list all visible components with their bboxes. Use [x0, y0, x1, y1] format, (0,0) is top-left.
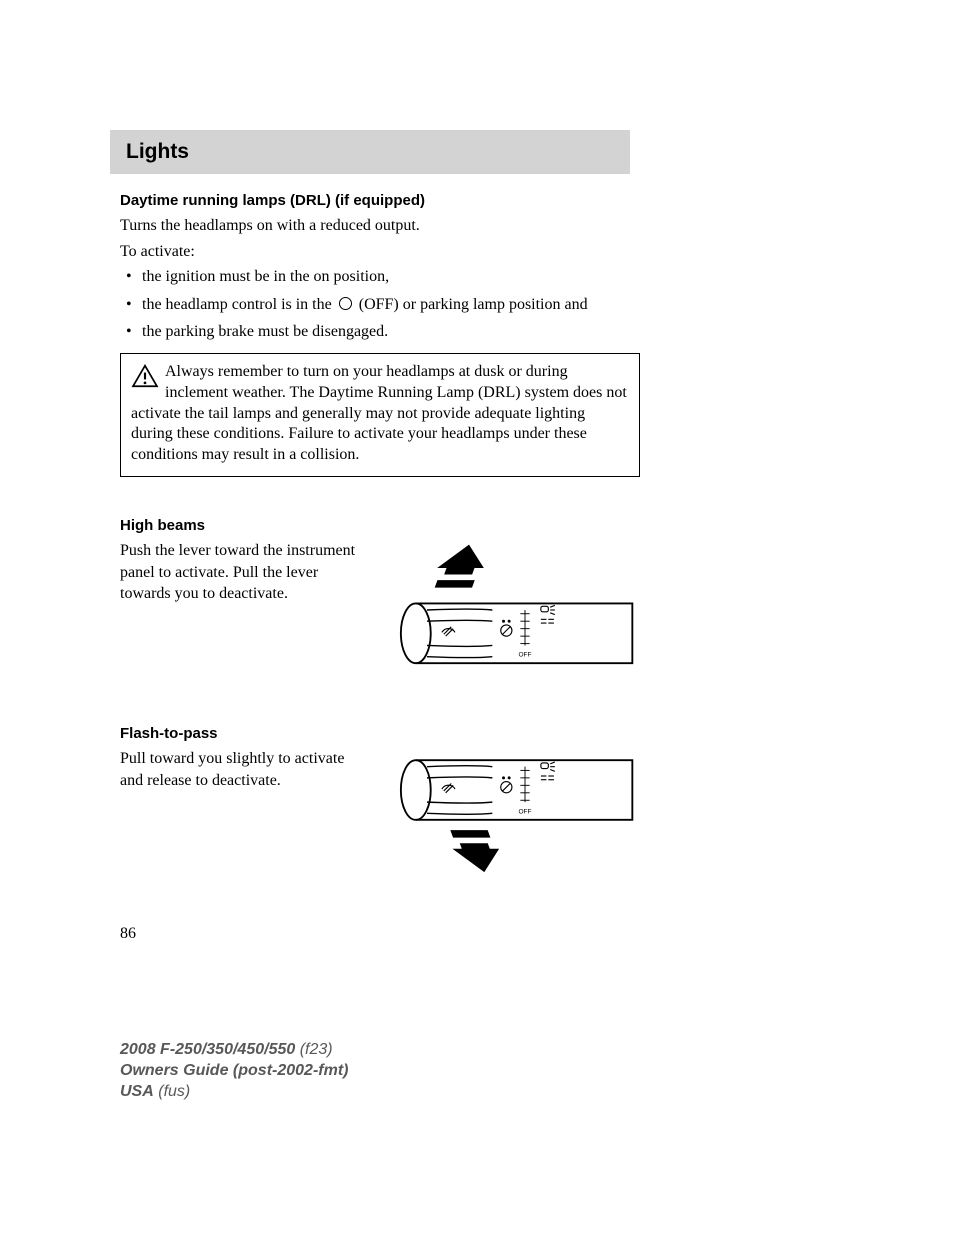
drl-bullet-2: the headlamp control is in the (OFF) or … [124, 294, 640, 316]
flash-to-pass-heading: Flash-to-pass [120, 725, 640, 742]
footer-code2: (fus) [158, 1083, 190, 1100]
drl-bullet-3: the parking brake must be disengaged. [124, 321, 640, 343]
high-beams-illustration: OFF [386, 540, 640, 685]
footer-line-1: 2008 F-250/350/450/550 (f23) [120, 1040, 348, 1061]
footer-model: 2008 F-250/350/450/550 [120, 1041, 295, 1058]
footer-line-3: USA (fus) [120, 1082, 348, 1103]
flash-to-pass-row: Pull toward you slightly to activate and… [120, 748, 640, 893]
lever-pull-icon: OFF [386, 748, 636, 888]
drl-section: Daytime running lamps (DRL) (if equipped… [120, 192, 640, 477]
flash-to-pass-illustration: OFF [386, 748, 640, 893]
high-beams-section: High beams Push the lever toward the ins… [120, 517, 640, 685]
section-title: Lights [126, 140, 614, 164]
drl-bullet-3-text: the parking brake must be disengaged. [142, 323, 388, 340]
page-content: Lights Daytime running lamps (DRL) (if e… [120, 130, 640, 933]
drl-to-activate: To activate: [120, 241, 640, 263]
high-beams-row: Push the lever toward the instrument pan… [120, 540, 640, 685]
footer-code1: (f23) [300, 1041, 333, 1058]
flash-to-pass-text: Pull toward you slightly to activate and… [120, 748, 370, 791]
drl-bullet-list: the ignition must be in the on position,… [120, 266, 640, 343]
high-beams-text: Push the lever toward the instrument pan… [120, 540, 370, 605]
warning-text: Always remember to turn on your headlamp… [131, 363, 627, 463]
off-label-2: OFF [518, 808, 531, 815]
drl-heading: Daytime running lamps (DRL) (if equipped… [120, 192, 640, 209]
flash-to-pass-section: Flash-to-pass Pull toward you slightly t… [120, 725, 640, 893]
lever-push-icon: OFF [386, 540, 636, 680]
section-header-bar: Lights [110, 130, 630, 174]
warning-box: Always remember to turn on your headlamp… [120, 353, 640, 477]
drl-bullet-2-pre: the headlamp control is in the [142, 296, 332, 313]
footer-line-2: Owners Guide (post-2002-fmt) [120, 1061, 348, 1082]
warning-triangle-icon [131, 364, 159, 388]
drl-intro: Turns the headlamps on with a reduced ou… [120, 215, 640, 237]
off-label: OFF [518, 652, 531, 659]
footer-region: USA [120, 1083, 154, 1100]
off-symbol-icon [339, 297, 352, 310]
drl-bullet-2-post: (OFF) or parking lamp position and [359, 296, 588, 313]
drl-bullet-1-text: the ignition must be in the on position, [142, 268, 389, 285]
page-number: 86 [120, 925, 136, 943]
footer-block: 2008 F-250/350/450/550 (f23) Owners Guid… [120, 1040, 348, 1102]
high-beams-heading: High beams [120, 517, 640, 534]
drl-bullet-1: the ignition must be in the on position, [124, 266, 640, 288]
